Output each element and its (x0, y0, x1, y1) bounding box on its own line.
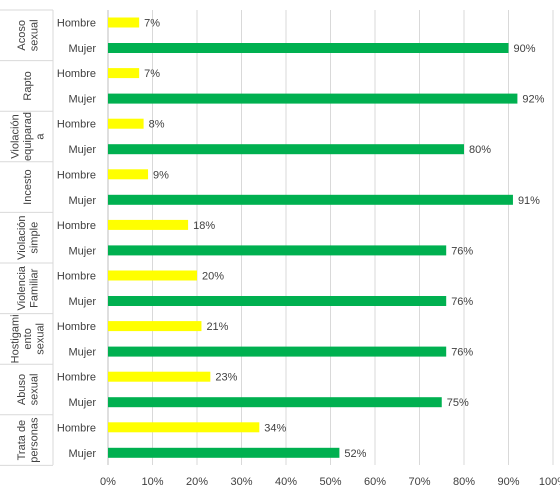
x-tick-label: 30% (230, 476, 252, 488)
x-tick-label: 60% (364, 476, 386, 488)
bar-hombre (108, 270, 197, 281)
series-label: Hombre (57, 321, 96, 333)
series-label: Mujer (68, 448, 96, 460)
bar-mujer (108, 144, 464, 155)
x-tick-label: 0% (100, 476, 116, 488)
data-label: 23% (215, 372, 237, 384)
data-label: 7% (144, 68, 160, 80)
x-tick-label: 20% (186, 476, 208, 488)
bar-hombre (108, 17, 140, 28)
category-label: Hostigamientosexual (10, 314, 47, 363)
series-label: Mujer (68, 347, 96, 359)
bar-hombre (108, 321, 202, 332)
series-label: Mujer (68, 397, 96, 409)
series-label: Hombre (57, 220, 96, 232)
x-tick-label: 90% (497, 476, 519, 488)
category-label: Abusosexual (16, 374, 41, 406)
bar-hombre (108, 68, 140, 79)
bar-mujer (108, 194, 513, 205)
data-label: 34% (264, 422, 286, 434)
data-label: 76% (451, 296, 473, 308)
bar-mujer (108, 245, 447, 256)
bar-mujer (108, 43, 509, 53)
series-label: Hombre (57, 169, 96, 181)
x-tick-label: 100% (539, 476, 560, 488)
bars (108, 17, 518, 458)
category-label: Rapto (22, 71, 34, 100)
bar-hombre (108, 169, 149, 180)
data-label: 80% (469, 144, 491, 156)
series-label: Mujer (68, 94, 96, 106)
data-label: 9% (153, 169, 169, 181)
data-label: 18% (193, 220, 215, 232)
series-label: Mujer (68, 43, 96, 55)
data-label: 7% (144, 18, 160, 30)
data-label: 8% (149, 119, 165, 131)
bar-mujer (108, 93, 518, 104)
data-label: 75% (447, 397, 469, 409)
series-label: Hombre (57, 372, 96, 384)
x-tick-label: 70% (408, 476, 430, 488)
data-label: 92% (522, 94, 544, 106)
x-tick-label: 10% (141, 476, 163, 488)
category-axis (0, 9, 109, 466)
category-label: Incesto (22, 169, 34, 204)
gridlines (107, 10, 554, 465)
bar-hombre (108, 219, 189, 230)
x-tick-label: 40% (275, 476, 297, 488)
bar-mujer (108, 346, 447, 357)
series-label: Mujer (68, 195, 96, 207)
category-label: Acososexual (16, 19, 41, 51)
series-label: Hombre (57, 68, 96, 80)
bar-hombre (108, 371, 211, 382)
series-label: Hombre (57, 271, 96, 283)
category-label: Trata depersonas (16, 417, 41, 463)
data-label: 91% (518, 195, 540, 207)
data-label: 21% (206, 321, 228, 333)
bar-mujer (108, 296, 447, 306)
series-label: Hombre (57, 18, 96, 30)
category-label: ViolenciaFamiliar (16, 265, 41, 310)
x-tick-label: 50% (319, 476, 341, 488)
bar-hombre (108, 422, 260, 433)
series-label: Hombre (57, 119, 96, 131)
category-label: Violaciónequiparada (10, 112, 47, 161)
series-label: Mujer (68, 296, 96, 308)
data-label: 76% (451, 245, 473, 257)
data-label: 76% (451, 347, 473, 359)
bar-mujer (108, 397, 442, 408)
series-label: Mujer (68, 245, 96, 257)
labels: 0% 10% 20% 30% 40% 50% 60% 70% 80% 90% 100% Acosose… (10, 18, 560, 489)
series-label: Mujer (68, 144, 96, 156)
category-label: Violaciónsimple (16, 215, 41, 259)
bar-mujer (108, 447, 340, 458)
data-label: 90% (514, 43, 536, 55)
data-label: 52% (344, 448, 366, 460)
data-label: 20% (202, 271, 224, 283)
x-tick-label: 80% (453, 476, 475, 488)
series-label: Hombre (57, 422, 96, 434)
bar-hombre (108, 118, 144, 129)
